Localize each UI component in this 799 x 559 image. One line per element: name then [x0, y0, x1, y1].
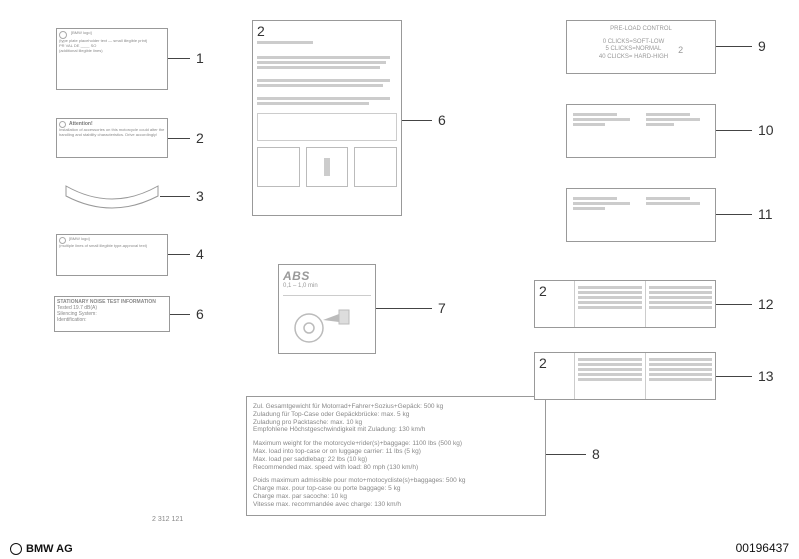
label-9-side-number: 2: [678, 45, 683, 56]
label-6-document-page: 2: [252, 20, 402, 216]
callout-line-12: [716, 304, 752, 305]
label-4-approval: [BMW logo] (multiple lines of small ille…: [56, 234, 168, 276]
label-2-body: Installation of accessories on this moto…: [59, 128, 165, 138]
label-9-title: PRE-LOAD CONTROL: [569, 26, 713, 33]
label-11-stripes: [566, 188, 716, 242]
label-6-noise-test: STATIONARY NOISE TEST INFORMATION Tested…: [54, 296, 170, 332]
label-10-stripes: [566, 104, 716, 158]
callout-line-10: [716, 130, 752, 131]
callout-number-4: 4: [196, 246, 204, 262]
label-1-line: [BMW logo]: [71, 31, 165, 36]
callout-number-6b: 6: [438, 112, 446, 128]
footer-brand: BMW AG: [26, 543, 73, 555]
label-13-corner: 2: [539, 355, 547, 372]
callout-number-11: 11: [758, 206, 773, 222]
label-12-table: 2: [534, 280, 716, 328]
callout-line-13: [716, 376, 752, 377]
label-1-type-plate: [BMW logo] (type plate placeholder text …: [56, 28, 168, 90]
bmw-logo-icon: [10, 543, 22, 555]
label-8-load-info: Zul. Gesamtgewicht für Motorrad+Fahrer+S…: [246, 396, 546, 516]
parts-diagram: [BMW logo] (type plate placeholder text …: [0, 0, 799, 559]
callout-line-2: [168, 138, 190, 139]
doc6-corner-number: 2: [257, 23, 265, 40]
callout-number-13: 13: [758, 368, 774, 384]
callout-number-6a: 6: [196, 306, 204, 322]
callout-line-6b: [402, 120, 432, 121]
label-7-title: ABS: [283, 269, 371, 283]
callout-number-3: 3: [196, 188, 204, 204]
callout-line-6a: [170, 314, 190, 315]
callout-number-1: 1: [196, 50, 204, 66]
callout-line-7: [376, 308, 432, 309]
callout-number-10: 10: [758, 122, 774, 138]
callout-line-9: [716, 46, 752, 47]
callout-line-1: [168, 58, 190, 59]
label-13-table: 2: [534, 352, 716, 400]
callout-line-3: [160, 196, 190, 197]
label-7-sub: 0,1 – 1,0 min: [283, 283, 371, 290]
callout-number-9: 9: [758, 38, 766, 54]
label-7-abs: ABS 0,1 – 1,0 min: [278, 264, 376, 354]
callout-line-4: [168, 254, 190, 255]
label-2-attention: Attention! Installation of accessories o…: [56, 118, 168, 158]
label-9-preload: PRE-LOAD CONTROL 0 CLICKS=SOFT-LOW 5 CLI…: [566, 20, 716, 74]
abs-graphic-icon: [283, 300, 371, 348]
label-3-curved-strip: [64, 184, 160, 210]
callout-line-8: [546, 454, 586, 455]
part-number: 00196437: [736, 541, 789, 555]
callout-line-11: [716, 214, 752, 215]
callout-number-2: 2: [196, 130, 204, 146]
tiny-drawing-id: 2 312 121: [152, 516, 183, 523]
callout-number-12: 12: [758, 296, 774, 312]
label-12-corner: 2: [539, 283, 547, 300]
footer: BMW AG: [10, 543, 73, 555]
callout-number-7: 7: [438, 300, 446, 316]
callout-number-8: 8: [592, 446, 600, 462]
